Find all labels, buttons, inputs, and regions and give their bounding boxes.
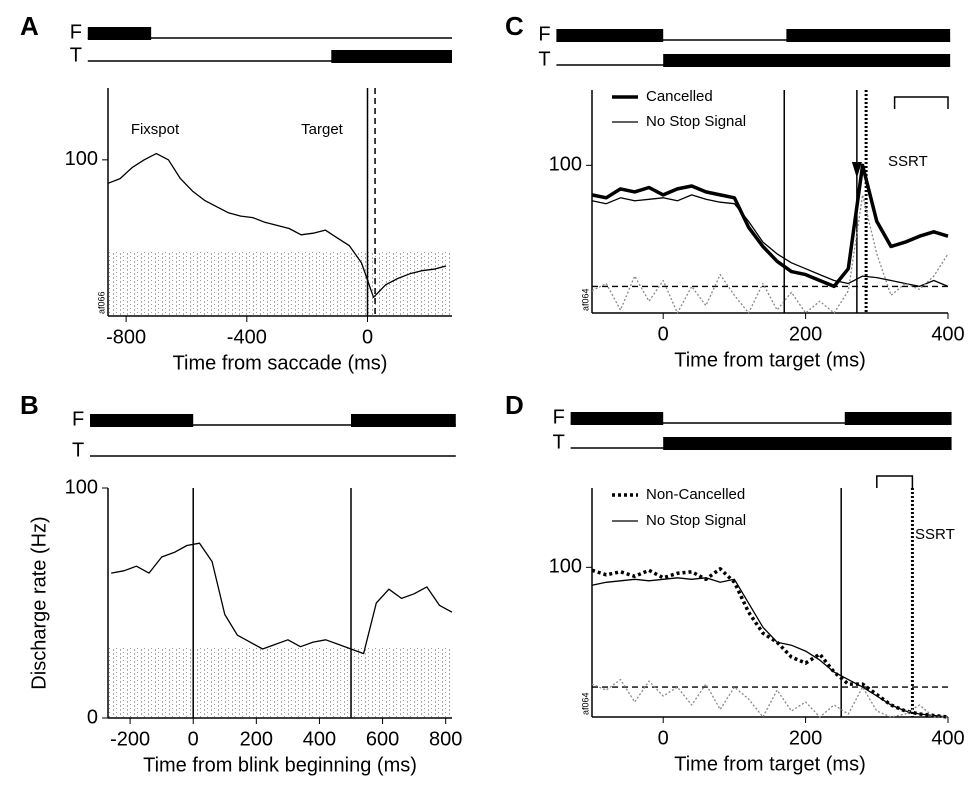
timeline-on — [90, 414, 194, 427]
y-tick-label: 100 — [65, 148, 98, 170]
timeline-on — [351, 414, 456, 427]
x-tick-label: 0 — [658, 727, 669, 749]
panel-label: B — [20, 390, 39, 420]
data-line — [591, 678, 948, 718]
y-tick-label: 0 — [87, 706, 98, 728]
data-line — [107, 152, 447, 298]
y-tick-label: 100 — [549, 556, 582, 578]
x-tick-label: 200 — [789, 727, 822, 749]
ssrt-bracket — [893, 96, 949, 109]
x-tick-label: 200 — [789, 323, 822, 345]
x-tick-label: 400 — [931, 323, 964, 345]
timeline-on — [556, 29, 664, 42]
legend-label: Non-Cancelled — [646, 486, 745, 503]
timeline-on — [786, 29, 951, 42]
x-tick-label: 0 — [658, 323, 669, 345]
timeline-on — [331, 50, 452, 63]
x-tick-label: 800 — [429, 728, 462, 750]
data-line — [111, 542, 453, 655]
annotation: Target — [301, 121, 344, 138]
ssrt-label: SSRT — [888, 153, 928, 170]
x-tick-label: -200 — [110, 728, 150, 750]
panel-label: A — [20, 11, 39, 41]
timeline-label: T — [72, 439, 84, 461]
timeline-label: F — [538, 23, 550, 45]
arrow-head — [851, 162, 862, 178]
unit-id: af064 — [580, 692, 590, 715]
data-line — [591, 577, 949, 718]
timeline-label: T — [553, 431, 565, 453]
x-axis-label: Time from blink beginning (ms) — [143, 754, 417, 776]
timeline-on — [844, 412, 952, 425]
spike-raster — [109, 648, 452, 717]
timeline-on — [663, 437, 952, 450]
unit-id: af066 — [96, 291, 106, 314]
timeline-on — [663, 54, 951, 67]
panel-label: C — [505, 11, 524, 41]
timeline-on — [570, 412, 664, 425]
timeline-label: F — [72, 408, 84, 430]
x-axis-label: Time from target (ms) — [674, 753, 866, 775]
legend-label: No Stop Signal — [646, 113, 746, 130]
data-line — [591, 567, 949, 719]
ssrt-bracket — [876, 475, 914, 488]
timeline-label: F — [70, 21, 82, 43]
x-axis-label: Time from saccade (ms) — [173, 352, 388, 374]
y-axis-label: Discharge rate (Hz) — [28, 516, 50, 689]
data-line — [591, 194, 949, 288]
timeline-label: T — [538, 48, 550, 70]
legend-label: Cancelled — [646, 88, 713, 105]
x-tick-label: 400 — [303, 728, 336, 750]
timeline-on — [87, 27, 152, 40]
spike-raster — [109, 252, 452, 315]
data-line — [591, 163, 949, 289]
timeline-label: T — [70, 44, 82, 66]
panel-label: D — [505, 390, 524, 420]
x-tick-label: 0 — [188, 728, 199, 750]
x-tick-label: 0 — [362, 326, 373, 348]
unit-id: af064 — [580, 288, 590, 311]
y-tick-label: 100 — [549, 154, 582, 176]
timeline-label: F — [553, 406, 565, 428]
x-tick-label: 200 — [240, 728, 273, 750]
x-tick-label: 600 — [366, 728, 399, 750]
legend-label: No Stop Signal — [646, 512, 746, 529]
y-tick-label: 100 — [65, 476, 98, 498]
x-tick-label: 400 — [931, 727, 964, 749]
x-tick-label: -400 — [227, 326, 267, 348]
ssrt-label: SSRT — [915, 526, 955, 543]
x-axis-label: Time from target (ms) — [674, 349, 866, 371]
annotation: Fixspot — [131, 121, 180, 138]
data-line — [591, 194, 949, 314]
x-tick-label: -800 — [106, 326, 146, 348]
